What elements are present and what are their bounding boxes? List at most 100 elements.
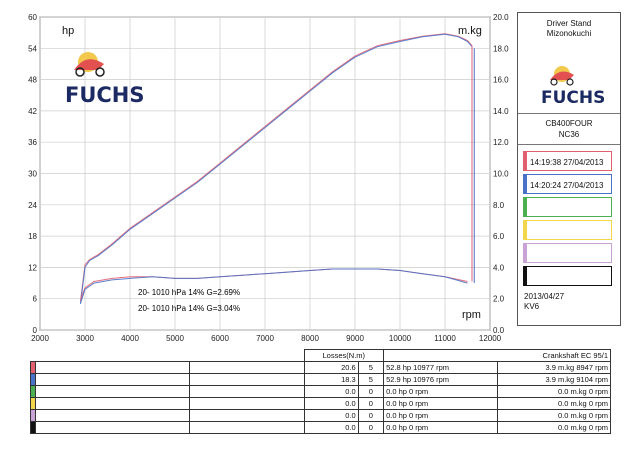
y2-tick-label: 4.0 xyxy=(493,263,505,272)
y2-tick-label: 6.0 xyxy=(493,232,505,241)
y2-tick-label: 20.0 xyxy=(493,13,509,22)
table-cell xyxy=(189,397,305,410)
max-torque: 0.0 m.kg 0 rpm xyxy=(496,421,612,434)
loss-value: 18.3 xyxy=(303,373,359,386)
x-tick-label: 3000 xyxy=(76,334,94,343)
loss-count: 0 xyxy=(357,421,385,434)
table-cell xyxy=(35,373,190,386)
run-swatch-6 xyxy=(523,266,612,286)
chart-grid xyxy=(39,16,491,331)
table-cell xyxy=(35,421,190,434)
loss-value: 0.0 xyxy=(303,397,359,410)
table-cell xyxy=(189,361,305,374)
run-swatch-4 xyxy=(523,220,612,240)
max-power: 0.0 hp 0 rpm xyxy=(383,409,498,422)
y-tick-label: 6 xyxy=(33,295,38,304)
x-unit-label: rpm xyxy=(462,309,481,321)
loss-value: 0.0 xyxy=(303,409,359,422)
x-tick-label: 12000 xyxy=(479,334,502,343)
run-swatch-3 xyxy=(523,197,612,217)
table-cell xyxy=(35,397,190,410)
y-tick-label: 54 xyxy=(28,44,37,53)
y-tick-label: 12 xyxy=(28,263,37,272)
max-power: 0.0 hp 0 rpm xyxy=(383,385,498,398)
loss-count: 0 xyxy=(357,409,385,422)
y2-tick-label: 10.0 xyxy=(493,170,509,179)
table-row: 0.0 0 0.0 hp 0 rpm 0.0 m.kg 0 rpm xyxy=(30,409,612,422)
table-row: 0.0 0 0.0 hp 0 rpm 0.0 m.kg 0 rpm xyxy=(30,421,612,434)
max-torque: 3.9 m.kg 9104 rpm xyxy=(496,373,612,386)
svg-text:FUCHS: FUCHS xyxy=(65,83,145,107)
table-cell xyxy=(35,409,190,422)
shop-name-line2: Mizonokuchi xyxy=(546,29,592,38)
conditions-run-2: 20- 1010 hPa 14% G=3.04% xyxy=(138,304,240,313)
loss-value: 0.0 xyxy=(303,421,359,434)
table-cell xyxy=(189,373,305,386)
shop-name-line1: Driver Stand xyxy=(546,19,592,28)
max-torque: 0.0 m.kg 0 rpm xyxy=(496,397,612,410)
crankshaft-header: Crankshaft EC 95/1 xyxy=(383,349,611,362)
x-tick-label: 5000 xyxy=(166,334,184,343)
loss-count: 5 xyxy=(357,361,385,374)
y-tick-label: 36 xyxy=(28,138,37,147)
y-tick-label: 60 xyxy=(28,13,37,22)
y2-tick-label: 14.0 xyxy=(493,107,509,116)
losses-header: Losses(N.m) xyxy=(303,349,385,362)
fuchs-logo: FUCHS xyxy=(65,52,145,107)
x-tick-label: 11000 xyxy=(434,334,456,343)
x-tick-label: 8000 xyxy=(301,334,319,343)
y2-tick-label: 16.0 xyxy=(493,76,509,85)
y2-tick-label: 2.0 xyxy=(493,295,505,304)
model-name: CB400FOUR xyxy=(545,119,593,128)
loss-count: 0 xyxy=(357,385,385,398)
table-cell xyxy=(189,385,305,398)
loss-count: 5 xyxy=(357,373,385,386)
series-line-2 xyxy=(80,33,473,304)
y2-tick-label: 12.0 xyxy=(493,138,509,147)
loss-value: 20.6 xyxy=(303,361,359,374)
chart-axes: 2000 3000 4000 5000 6000 7000 8000 9000 10000 110… xyxy=(28,13,509,343)
y-tick-label: 48 xyxy=(28,76,37,85)
table-row: 18.3 5 52.9 hp 10976 rpm 3.9 m.kg 9104 rpm xyxy=(30,373,612,386)
run-swatch-1: 14:19:38 27/04/2013 xyxy=(523,151,612,171)
x-tick-label: 2000 xyxy=(31,334,49,343)
info-panel: Driver Stand Mizonokuchi FUCHS CB400FOUR… xyxy=(517,12,621,326)
y-tick-label: 42 xyxy=(28,107,37,116)
y-tick-label: 0 xyxy=(33,326,38,335)
run-swatch-2: 14:20:24 27/04/2013 xyxy=(523,174,612,194)
max-power: 52.9 hp 10976 rpm xyxy=(383,373,498,386)
svg-text:FUCHS: FUCHS xyxy=(541,88,604,106)
y-tick-label: 30 xyxy=(28,170,37,179)
max-torque: 3.9 m.kg 8947 rpm xyxy=(496,361,612,374)
table-row: 0.0 0 0.0 hp 0 rpm 0.0 m.kg 0 rpm xyxy=(30,385,612,398)
table-row: 0.0 0 0.0 hp 0 rpm 0.0 m.kg 0 rpm xyxy=(30,397,612,410)
y2-tick-label: 0.0 xyxy=(493,326,505,335)
loss-value: 0.0 xyxy=(303,385,359,398)
chart-series xyxy=(80,33,475,304)
y2-tick-label: 18.0 xyxy=(493,44,509,53)
kv-label: KV6 xyxy=(524,302,540,311)
conditions-run-1: 20- 1010 hPa 14% G=2.69% xyxy=(138,288,240,297)
max-power: 0.0 hp 0 rpm xyxy=(383,421,498,434)
x-tick-label: 10000 xyxy=(389,334,412,343)
right-unit-label: m.kg xyxy=(458,25,482,37)
loss-count: 0 xyxy=(357,397,385,410)
model-code: NC36 xyxy=(558,130,580,139)
y-tick-label: 18 xyxy=(28,232,37,241)
series-line-4 xyxy=(80,268,468,304)
table-cell xyxy=(189,421,305,434)
max-power: 0.0 hp 0 rpm xyxy=(383,397,498,410)
series-line-1 xyxy=(80,33,473,302)
table-cell xyxy=(35,385,190,398)
y-tick-label: 24 xyxy=(28,201,37,210)
x-tick-label: 9000 xyxy=(346,334,364,343)
run-swatch-5 xyxy=(523,243,612,263)
x-tick-label: 6000 xyxy=(211,334,229,343)
results-header-row: Losses(N.m) Crankshaft EC 95/1 xyxy=(31,349,611,362)
results-table: Losses(N.m) Crankshaft EC 95/1 20.6 5 52.8… xyxy=(30,349,612,434)
max-torque: 0.0 m.kg 0 rpm xyxy=(496,385,612,398)
table-cell xyxy=(189,409,305,422)
left-unit-label: hp xyxy=(62,25,74,37)
test-date: 2013/04/27 xyxy=(524,292,565,301)
x-tick-label: 7000 xyxy=(256,334,274,343)
